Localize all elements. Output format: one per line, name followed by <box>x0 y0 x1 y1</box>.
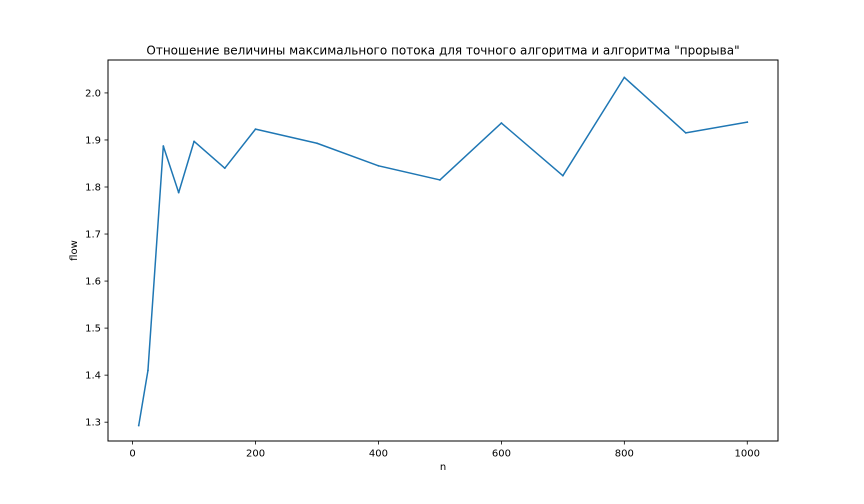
y-tick-label: 1.9 <box>85 135 101 146</box>
plot-frame <box>107 59 779 442</box>
y-tick-label: 1.6 <box>85 277 101 288</box>
data-point <box>316 142 318 145</box>
data-point <box>623 76 626 79</box>
y-axis: 1.3 1.4 1.5 1.6 1.7 1.8 1.9 2.0 <box>85 88 108 429</box>
plot-series <box>137 76 749 427</box>
plot-area <box>108 60 778 441</box>
y-tick-label: 1.5 <box>85 324 101 335</box>
x-tick-label: 0 <box>129 449 135 460</box>
data-point <box>147 369 149 372</box>
y-tick-label: 1.3 <box>85 418 101 429</box>
x-tick-label: 600 <box>492 449 511 460</box>
data-point <box>223 167 226 170</box>
data-point <box>684 132 687 134</box>
y-tick-label: 1.4 <box>85 371 101 382</box>
y-tick-label: 2.0 <box>85 88 101 99</box>
x-axis: 0 200 400 600 800 1000 <box>129 441 760 460</box>
x-tick-label: 800 <box>615 449 634 460</box>
y-tick-label: 1.8 <box>85 183 101 194</box>
data-point <box>137 424 140 427</box>
y-axis-label: flow <box>69 240 80 261</box>
x-axis-label: n <box>440 462 446 473</box>
chart-title: Отношение величины максимального потока … <box>146 44 739 58</box>
data-point <box>439 179 441 181</box>
x-tick-label: 400 <box>369 449 388 460</box>
data-point <box>561 174 564 177</box>
data-point <box>193 140 195 143</box>
data-point <box>746 121 749 123</box>
data-point <box>500 122 503 124</box>
data-point <box>254 128 257 131</box>
x-tick-label: 200 <box>246 449 265 460</box>
y-tick-label: 1.7 <box>85 230 101 241</box>
data-point <box>162 145 165 147</box>
data-point <box>377 164 380 167</box>
x-tick-label: 1000 <box>735 449 760 460</box>
data-point <box>177 191 180 194</box>
